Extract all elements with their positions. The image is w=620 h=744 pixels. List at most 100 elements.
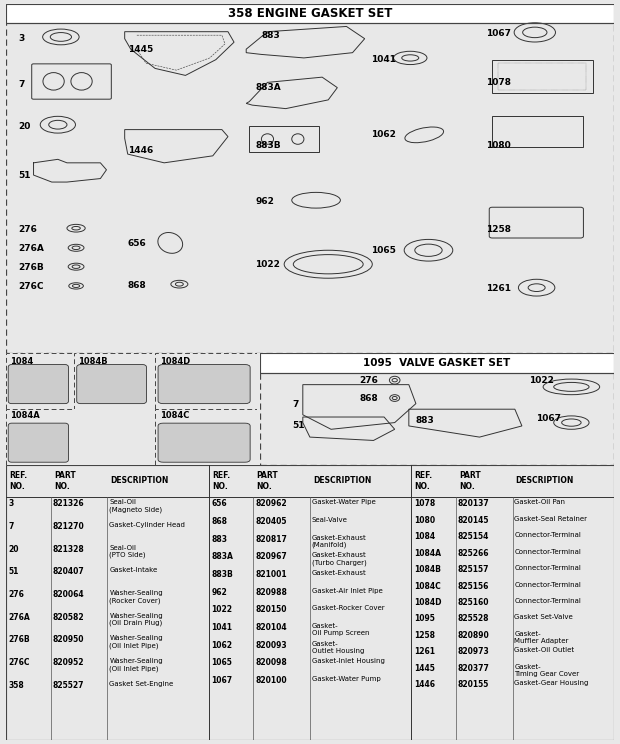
Text: 962: 962 bbox=[211, 588, 227, 597]
Text: 1084D: 1084D bbox=[414, 598, 441, 607]
Text: 51: 51 bbox=[19, 170, 31, 179]
Text: 820377: 820377 bbox=[458, 664, 490, 673]
Text: 1022: 1022 bbox=[211, 605, 232, 615]
Text: 1261: 1261 bbox=[414, 647, 435, 656]
Text: 825157: 825157 bbox=[458, 565, 489, 574]
Text: 276B: 276B bbox=[19, 263, 44, 272]
FancyBboxPatch shape bbox=[8, 423, 68, 462]
Text: 3: 3 bbox=[9, 499, 14, 508]
Bar bbox=[492, 115, 583, 147]
Text: REF.
NO.: REF. NO. bbox=[414, 471, 432, 490]
Text: Gasket-Inlet Housing: Gasket-Inlet Housing bbox=[312, 658, 384, 664]
Text: 1078: 1078 bbox=[414, 499, 435, 508]
FancyBboxPatch shape bbox=[158, 423, 250, 462]
Text: Gasket-Seal Retainer: Gasket-Seal Retainer bbox=[515, 516, 587, 522]
Text: Washer-Sealing
(Oil Inlet Pipe): Washer-Sealing (Oil Inlet Pipe) bbox=[109, 635, 163, 649]
Text: 276B: 276B bbox=[9, 635, 30, 644]
Text: 1080: 1080 bbox=[414, 516, 435, 525]
Text: 1084A: 1084A bbox=[9, 411, 39, 420]
Text: Gasket-Oil Outlet: Gasket-Oil Outlet bbox=[515, 647, 575, 653]
Text: 868: 868 bbox=[211, 517, 227, 526]
Text: 1062: 1062 bbox=[371, 130, 396, 139]
Text: PART
NO.: PART NO. bbox=[256, 471, 278, 490]
Text: 1261: 1261 bbox=[486, 284, 512, 293]
Text: 883A: 883A bbox=[255, 83, 281, 92]
Text: 821001: 821001 bbox=[255, 570, 286, 579]
Text: 883: 883 bbox=[211, 535, 227, 544]
Text: 820093: 820093 bbox=[255, 641, 286, 650]
Text: Gasket-Exhaust: Gasket-Exhaust bbox=[312, 570, 366, 576]
Text: 1084B: 1084B bbox=[414, 565, 441, 574]
Text: Seal-Oil
(PTO Side): Seal-Oil (PTO Side) bbox=[109, 545, 146, 558]
Text: DESCRIPTION: DESCRIPTION bbox=[313, 476, 371, 485]
Text: 358: 358 bbox=[9, 681, 24, 690]
Text: 820405: 820405 bbox=[255, 517, 286, 526]
Text: 1062: 1062 bbox=[211, 641, 232, 650]
Bar bbox=[492, 60, 593, 93]
Text: 820137: 820137 bbox=[458, 499, 489, 508]
Text: 20: 20 bbox=[19, 121, 31, 131]
Text: 821328: 821328 bbox=[53, 545, 84, 554]
Text: Gasket-Exhaust
(Manifold): Gasket-Exhaust (Manifold) bbox=[312, 535, 366, 548]
Text: Gasket-Gear Housing: Gasket-Gear Housing bbox=[515, 680, 589, 686]
Text: 1095  VALVE GASKET SET: 1095 VALVE GASKET SET bbox=[363, 359, 511, 368]
Text: 820145: 820145 bbox=[458, 516, 489, 525]
Text: 1041: 1041 bbox=[371, 55, 396, 64]
Text: Washer-Sealing
(Oil Drain Plug): Washer-Sealing (Oil Drain Plug) bbox=[109, 613, 163, 626]
Text: Gasket-
Muffler Adapter: Gasket- Muffler Adapter bbox=[515, 631, 569, 644]
Text: 820150: 820150 bbox=[255, 605, 286, 615]
Text: 820962: 820962 bbox=[255, 499, 286, 508]
Text: 7: 7 bbox=[9, 522, 14, 531]
Text: 1065: 1065 bbox=[211, 658, 232, 667]
Text: 1095: 1095 bbox=[414, 615, 435, 623]
Text: 3: 3 bbox=[19, 34, 25, 43]
Text: 820952: 820952 bbox=[53, 658, 84, 667]
Text: 51: 51 bbox=[292, 421, 304, 431]
Text: 821270: 821270 bbox=[53, 522, 84, 531]
Bar bbox=[498, 63, 587, 91]
Text: REF.
NO.: REF. NO. bbox=[9, 471, 27, 490]
Text: 1084D: 1084D bbox=[160, 357, 190, 366]
Text: DESCRIPTION: DESCRIPTION bbox=[110, 476, 169, 485]
Text: 276A: 276A bbox=[19, 244, 44, 253]
Text: 276: 276 bbox=[9, 590, 25, 599]
Text: 1084C: 1084C bbox=[414, 582, 440, 591]
Text: 825156: 825156 bbox=[458, 582, 489, 591]
Text: 825528: 825528 bbox=[458, 615, 489, 623]
Text: 868: 868 bbox=[360, 394, 378, 403]
Text: 1446: 1446 bbox=[128, 146, 153, 155]
Text: 276A: 276A bbox=[9, 613, 30, 622]
Text: Gasket-Water Pump: Gasket-Water Pump bbox=[312, 676, 381, 682]
Text: 825266: 825266 bbox=[458, 548, 489, 558]
Text: DESCRIPTION: DESCRIPTION bbox=[516, 476, 574, 485]
Text: 820104: 820104 bbox=[255, 623, 286, 632]
Text: REF.
NO.: REF. NO. bbox=[212, 471, 230, 490]
Text: 1258: 1258 bbox=[414, 631, 435, 640]
Text: PART
NO.: PART NO. bbox=[459, 471, 481, 490]
Text: 1065: 1065 bbox=[371, 246, 396, 254]
Text: 276: 276 bbox=[360, 376, 378, 385]
Text: Gasket-Intake: Gasket-Intake bbox=[109, 568, 157, 574]
Text: 820967: 820967 bbox=[255, 552, 287, 561]
Text: 820988: 820988 bbox=[255, 588, 287, 597]
Text: 820973: 820973 bbox=[458, 647, 489, 656]
Text: 1067: 1067 bbox=[211, 676, 232, 684]
Text: Gasket-Cylinder Head: Gasket-Cylinder Head bbox=[109, 522, 185, 528]
Text: 1084B: 1084B bbox=[78, 357, 108, 366]
Text: Gasket Set-Valve: Gasket Set-Valve bbox=[515, 615, 573, 620]
Text: 1022: 1022 bbox=[255, 260, 280, 269]
Text: 820100: 820100 bbox=[255, 676, 286, 684]
Text: 276C: 276C bbox=[9, 658, 30, 667]
Text: 656: 656 bbox=[211, 499, 227, 508]
Text: 276: 276 bbox=[19, 225, 37, 234]
Text: Washer-Sealing
(Oil Inlet Pipe): Washer-Sealing (Oil Inlet Pipe) bbox=[109, 658, 163, 672]
Text: 820582: 820582 bbox=[53, 613, 84, 622]
Text: Connector-Terminal: Connector-Terminal bbox=[515, 565, 581, 571]
Text: 1084: 1084 bbox=[9, 357, 33, 366]
Text: 1084: 1084 bbox=[414, 532, 435, 541]
Bar bbox=[249, 126, 319, 153]
Text: PART
NO.: PART NO. bbox=[54, 471, 76, 490]
Text: Gasket-
Timing Gear Cover: Gasket- Timing Gear Cover bbox=[515, 664, 580, 676]
Text: Seal-Valve: Seal-Valve bbox=[312, 517, 348, 523]
Text: 883: 883 bbox=[416, 416, 435, 425]
